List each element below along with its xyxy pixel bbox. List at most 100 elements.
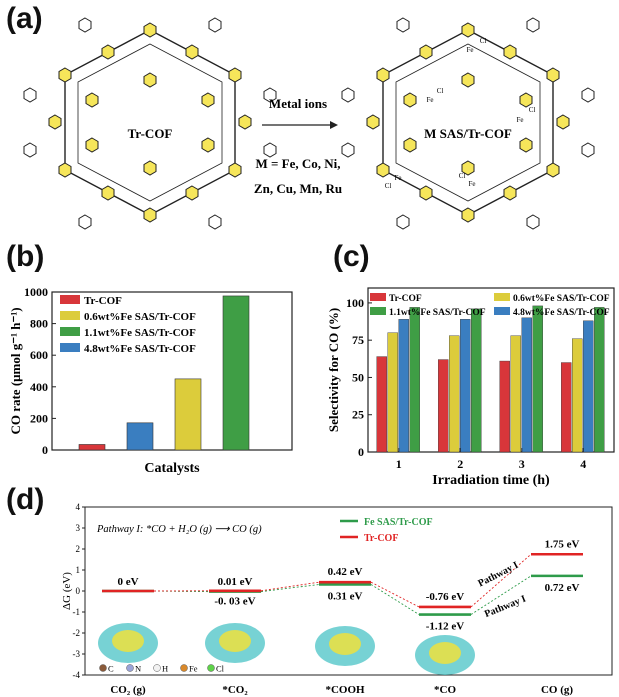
energy-label: 0.31 eV	[328, 590, 363, 602]
y-tick-label: -2	[73, 628, 81, 638]
x-tick-label: *COOH	[325, 684, 365, 696]
y-tick-label: 75	[352, 333, 364, 347]
atom-swatch	[207, 664, 215, 672]
atom-swatch	[180, 664, 188, 672]
energy-label: 1.75 eV	[545, 538, 580, 550]
bar	[126, 422, 154, 451]
tr-cof-label: Tr-COF	[128, 126, 173, 141]
cl-site-label: Cl	[437, 87, 444, 95]
atom-swatch	[153, 664, 161, 672]
bar	[532, 305, 543, 453]
free-energy-diagram: -4 -3 -2 -1 0 1 2 3 4 ΔG (eV) Pathway I: *CO + H₂O…	[61, 502, 613, 696]
legend-label: Tr-COF	[364, 533, 398, 544]
legend-label: 1.1wt%Fe SAS/Tr-COF	[84, 327, 196, 339]
legend-swatch	[60, 327, 80, 336]
atom-label: Fe	[189, 664, 198, 674]
y-tick-label: 4	[76, 502, 81, 512]
y-tick-label: -3	[73, 649, 81, 659]
cl-site-label: Cl	[480, 37, 487, 45]
charge-density-render	[219, 630, 251, 652]
y-tick-label: 1	[76, 565, 81, 575]
bar	[222, 295, 250, 451]
y-tick-label: 3	[76, 523, 81, 533]
fe-site-label: Fe	[427, 96, 434, 104]
legend-swatch	[494, 307, 510, 315]
charge-density-render	[429, 642, 461, 664]
bar	[583, 320, 594, 453]
m-sas-tr-cof-structure	[341, 17, 595, 230]
y-tick-label: 0	[42, 443, 48, 457]
bar	[376, 356, 387, 453]
legend-label: 4.8wt%Fe SAS/Tr-COF	[84, 343, 196, 355]
bar	[387, 332, 398, 453]
legend-swatch	[60, 295, 80, 304]
y-axis-label: CO rate (μmol g⁻¹ h⁻¹)	[8, 307, 23, 434]
arrow-label: Metal ions	[269, 96, 327, 111]
x-tick-label: CO₂ (g)	[110, 684, 146, 696]
m-sas-tr-cof-label: M SAS/Tr-COF	[424, 126, 512, 141]
x-tick-label: *CO	[434, 684, 456, 696]
y-tick-label: 200	[30, 411, 48, 425]
bar	[471, 308, 482, 453]
pathway-label: Pathway I	[483, 593, 528, 620]
x-tick-label: 1	[396, 457, 402, 471]
connector	[370, 584, 420, 615]
panel-d-label: (d)	[6, 483, 45, 516]
cl-site-label: Cl	[459, 172, 466, 180]
bar	[398, 319, 409, 453]
plot-frame	[367, 287, 615, 453]
y-axis-label: Selectivity for CO (%)	[326, 308, 341, 432]
atom-label: Cl	[216, 664, 225, 674]
pathway-label: Pathway I	[476, 560, 520, 590]
legend-label: 4.8wt%Fe SAS/Tr-COF	[513, 308, 610, 318]
fe-site-label: Fe	[467, 46, 474, 54]
energy-label: 0.72 eV	[545, 582, 580, 594]
x-tick-label: CO (g)	[541, 684, 573, 696]
y-tick-label: 800	[30, 317, 48, 331]
cl-site-label: Cl	[385, 182, 392, 190]
bar	[521, 317, 532, 453]
y-axis-label: ΔG (eV)	[61, 572, 73, 610]
x-tick-label: 2	[457, 457, 463, 471]
legend-swatch	[494, 293, 510, 301]
legend-swatch	[60, 343, 80, 352]
y-tick-label: -4	[73, 670, 81, 680]
legend-label: Tr-COF	[84, 295, 122, 307]
legend-label: 0.6wt%Fe SAS/Tr-COF	[513, 294, 610, 304]
co-rate-bar-chart: 0 200 400 600 800 1000 Catalysts CO rate (μmol …	[8, 285, 293, 476]
synthesis-scheme: Tr-COF Metal ions M = Fe, Co, Ni, Zn, Cu…	[23, 17, 595, 230]
plot-frame	[51, 291, 293, 451]
y-tick-label: 100	[346, 296, 364, 310]
y-tick-label: 1000	[24, 285, 48, 299]
energy-label: 0.42 eV	[328, 566, 363, 578]
bar	[460, 319, 471, 453]
connector	[260, 584, 320, 593]
x-tick-label: 4	[580, 457, 586, 471]
fe-site-label: Fe	[517, 116, 524, 124]
atom-swatch	[126, 664, 134, 672]
panel-b-label: (b)	[6, 240, 45, 273]
connector	[260, 581, 320, 592]
legend-label: Tr-COF	[389, 294, 422, 304]
energy-label: -0. 03 eV	[214, 596, 255, 608]
y-tick-label: 2	[76, 544, 81, 554]
legend-label: Fe SAS/Tr-COF	[364, 517, 433, 528]
y-tick-label: 50	[352, 370, 364, 384]
legend-swatch	[370, 293, 386, 301]
fe-site-label: Fe	[469, 180, 476, 188]
bar	[594, 307, 605, 453]
bar	[438, 359, 449, 453]
x-tick-label: *CO₂	[222, 684, 248, 696]
y-tick-label: 600	[30, 348, 48, 362]
bar	[78, 444, 106, 451]
metals-line-1: M = Fe, Co, Ni,	[255, 156, 340, 171]
bar	[409, 307, 420, 453]
x-tick-label: 3	[519, 457, 525, 471]
charge-density-render	[112, 630, 144, 652]
charge-density-render	[329, 633, 361, 655]
bar	[449, 335, 460, 453]
bar	[510, 335, 521, 453]
y-tick-label: 25	[352, 408, 364, 422]
y-tick-label: 0	[358, 445, 364, 459]
energy-label: -1.12 eV	[426, 621, 465, 633]
